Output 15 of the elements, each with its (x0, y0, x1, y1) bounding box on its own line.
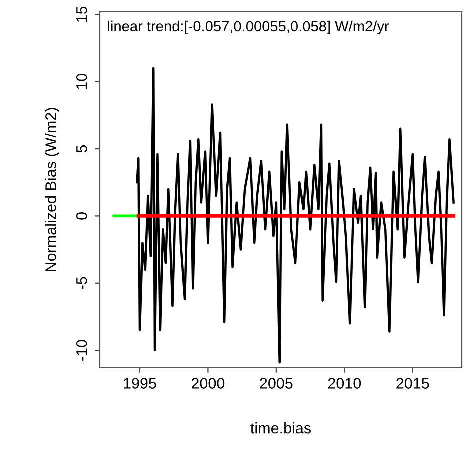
y-tick-label: -5 (76, 277, 88, 290)
y-axis-title: Normalized Bias (W/m2) (45, 108, 60, 272)
line-series (136, 67, 455, 364)
text: linear trend:[-0.057,0.00055,0.058] W/m2/yr (108, 20, 390, 34)
x-tick-label: 2000 (192, 378, 225, 389)
x-axis-title: time.bias (250, 422, 312, 434)
x-tick-label: 2010 (328, 378, 362, 389)
y-tick-label: 0 (76, 212, 88, 220)
y-tick-label: 5 (76, 145, 88, 153)
y-tick-label: 15 (76, 6, 88, 22)
x-tick-label: 2015 (396, 378, 430, 389)
x-tick-label: 2005 (260, 378, 293, 389)
y-tick-label: 10 (76, 74, 88, 90)
y-tick-label: -10 (76, 340, 88, 361)
x-tick-label: 1995 (124, 378, 156, 389)
